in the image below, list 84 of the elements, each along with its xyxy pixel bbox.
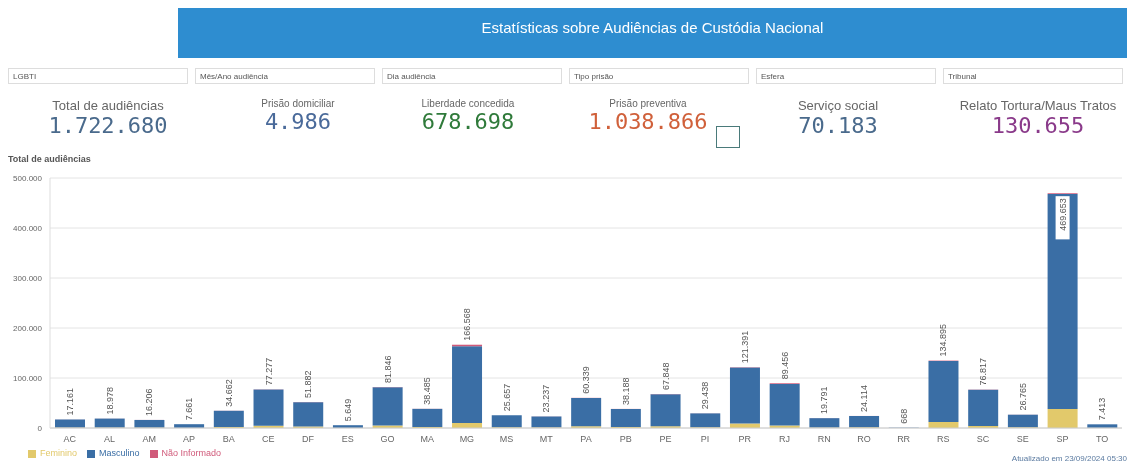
x-tick-label: RR — [897, 434, 911, 445]
x-tick-label: MT — [539, 434, 554, 445]
total-label: 17.161 — [65, 387, 75, 416]
x-tick-label: SP — [1056, 434, 1069, 445]
total-label: 469.653 — [1057, 198, 1068, 231]
total-label: 7.661 — [184, 397, 195, 421]
total-label: 76.817 — [978, 358, 989, 386]
text: 1.722.680 — [47, 113, 169, 138]
text: 70.183 — [797, 113, 879, 138]
x-tick-label: TO — [1095, 434, 1109, 445]
total-label: 77.277 — [263, 357, 274, 386]
text: Serviço social — [796, 98, 880, 113]
x-tick-label: BA — [222, 434, 235, 445]
text: Liberdade concedida — [420, 98, 516, 109]
text: Prisão preventiva — [608, 98, 688, 109]
y-tick-label: 0 — [37, 423, 43, 433]
x-tick-label: SC — [976, 434, 990, 445]
x-tick-label: PA — [580, 434, 592, 445]
text: Tribunal — [943, 68, 1123, 84]
y-tick-label: 200.000 — [13, 323, 43, 333]
text: Dia audiência — [382, 68, 562, 84]
text: 4.986 — [263, 109, 333, 134]
x-tick-label: AM — [142, 434, 157, 445]
x-tick-label: MG — [459, 434, 475, 445]
total-label: 121.391 — [739, 330, 750, 364]
total-label: 16.206 — [144, 388, 155, 416]
x-tick-label: RN — [817, 434, 831, 445]
y-tick-label: 500.000 — [13, 173, 43, 183]
x-tick-label: AP — [182, 434, 195, 445]
legend-label: Não Informado — [161, 448, 222, 458]
text: 130.655 — [990, 113, 1086, 138]
total-label: 23.237 — [541, 384, 552, 413]
y-tick-label: 300.000 — [13, 273, 43, 283]
legend-label: Masculino — [99, 448, 140, 458]
x-tick-label: MA — [420, 434, 434, 445]
legend-label: Feminino — [40, 448, 78, 458]
total-label: 24.114 — [859, 385, 870, 412]
total-label: 668 — [898, 408, 909, 424]
x-tick-label: AC — [63, 434, 77, 445]
x-tick-label: RJ — [779, 434, 791, 445]
total-label: 38.188 — [620, 377, 631, 405]
text: 1.038.866 — [587, 109, 709, 134]
total-label: 5.649 — [342, 398, 353, 422]
text: Esfera — [756, 68, 936, 84]
total-label: 19.791 — [819, 386, 830, 415]
x-tick-label: PE — [659, 434, 672, 445]
x-tick-label: GO — [380, 434, 395, 445]
total-label: 7.413 — [1097, 397, 1108, 421]
text: Total de audiências — [51, 98, 165, 113]
x-tick-label: PB — [619, 434, 632, 445]
total-label: 67.848 — [660, 362, 671, 391]
total-label: 81.846 — [382, 355, 393, 384]
total-label: 18.978 — [104, 386, 115, 415]
text: LGBTI — [8, 68, 188, 84]
total-label: 166.568 — [462, 308, 473, 341]
x-tick-label: AL — [104, 434, 116, 445]
text: Relato Tortura/Maus Tratos — [958, 98, 1118, 113]
x-tick-label: CE — [262, 434, 275, 445]
y-tick-label: 400.000 — [13, 223, 43, 233]
x-tick-label: RS — [937, 434, 950, 445]
x-tick-label: SE — [1016, 434, 1029, 445]
x-tick-label: MS — [499, 434, 514, 445]
text: Mês/Ano audiência — [195, 68, 375, 84]
chart-subtitle: Total de audiências — [8, 154, 91, 164]
total-label: 34.662 — [223, 379, 234, 407]
total-label: 38.485 — [422, 377, 433, 405]
chart-title: Estatísticas sobre Audiências de Custódia Nacional — [178, 8, 1127, 58]
x-tick-label: PR — [738, 434, 752, 445]
text: 678.698 — [420, 109, 516, 134]
total-label: 134.895 — [938, 324, 949, 357]
x-tick-label: DF — [302, 434, 315, 445]
total-label: 89.456 — [779, 351, 790, 380]
x-tick-label: ES — [341, 434, 354, 445]
total-label: 51.882 — [303, 370, 314, 399]
total-label: 60.339 — [581, 366, 592, 394]
text: Tipo prisão — [569, 68, 749, 84]
x-tick-label: RO — [857, 434, 871, 445]
total-label: 26.765 — [1017, 383, 1028, 411]
y-tick-label: 100.000 — [13, 373, 43, 383]
text: Prisão domiciliar — [260, 98, 336, 109]
text: Atualizado em 23/09/2024 05:30 — [1011, 454, 1127, 463]
total-label: 29.438 — [700, 381, 711, 410]
total-label: 25.657 — [501, 383, 512, 412]
x-tick-label: PI — [700, 434, 710, 445]
